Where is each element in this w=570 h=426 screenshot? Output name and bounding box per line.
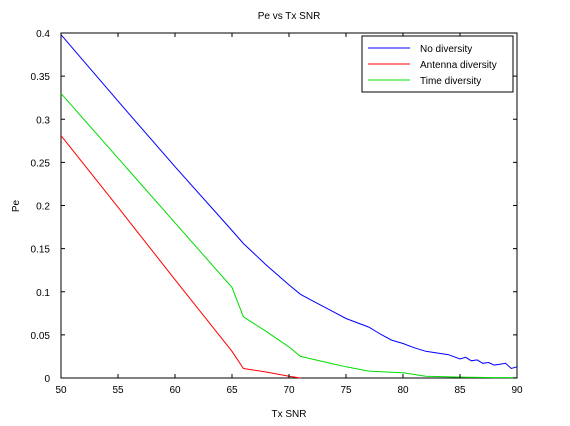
x-axis-label: Tx SNR [272, 409, 307, 420]
series-line-3 [60, 93, 518, 379]
series-line-2 [60, 135, 301, 379]
x-tick-label: 85 [454, 385, 466, 396]
y-tick-label: 0.15 [31, 245, 51, 256]
legend: No diversity Antenna diversity Time divers… [361, 35, 514, 93]
x-tick-label: 70 [283, 385, 295, 396]
ticks-layer: 50 55 60 65 70 75 80 85 90 0 0.05 0.1 0.15 0.2 0.25 0.3… [31, 29, 523, 396]
y-axis-label: Pe [11, 199, 22, 212]
y-tick-label: 0.25 [31, 158, 51, 169]
x-tick-label: 80 [397, 385, 409, 396]
legend-label-1: No diversity [420, 44, 472, 55]
y-tick-label: 0 [44, 374, 50, 385]
x-tick-label: 60 [169, 385, 181, 396]
y-tick-label: 0.35 [31, 72, 51, 83]
legend-label-2: Antenna diversity [420, 60, 497, 71]
y-tick-label: 0.4 [36, 29, 50, 40]
series-line-1 [60, 34, 518, 370]
series-layer [60, 34, 518, 379]
chart-title: Pe vs Tx SNR [258, 11, 321, 22]
x-tick-label: 90 [511, 385, 523, 396]
x-tick-label: 75 [340, 385, 352, 396]
y-tick-label: 0.05 [31, 331, 51, 342]
y-tick-label: 0.3 [36, 115, 50, 126]
y-tick-label: 0.1 [36, 288, 50, 299]
legend-label-3: Time diversity [420, 76, 481, 87]
x-tick-label: 50 [55, 385, 67, 396]
y-tick-label: 0.2 [36, 202, 50, 213]
x-tick-label: 55 [112, 385, 124, 396]
x-tick-label: 65 [226, 385, 238, 396]
